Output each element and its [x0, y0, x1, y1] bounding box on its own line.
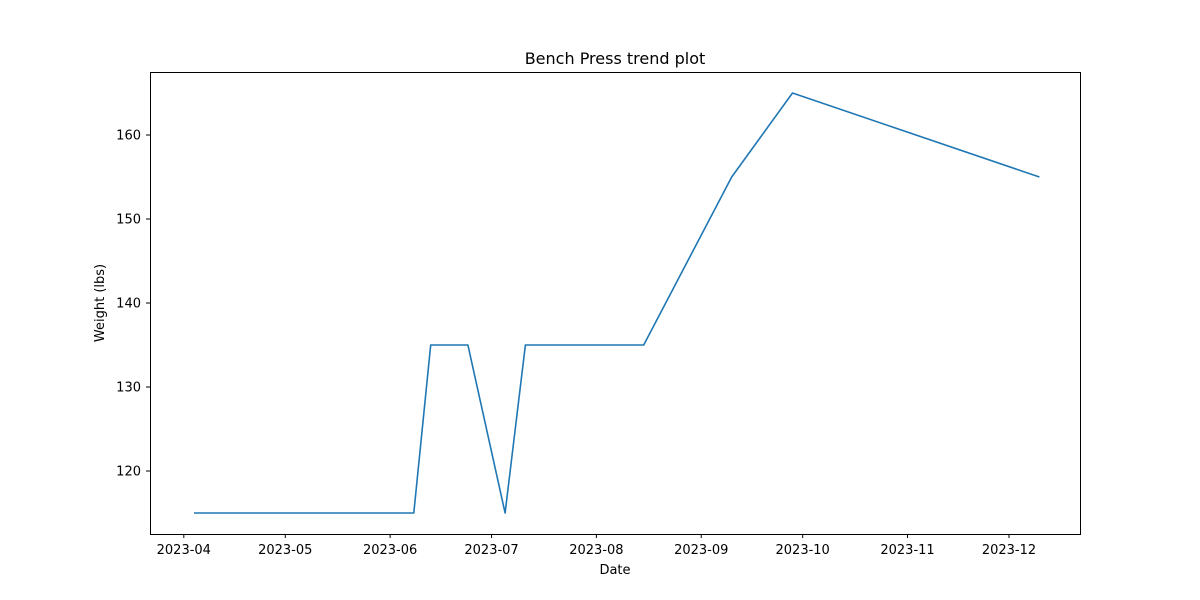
y-axis-ticks: 120 130 140 150 160	[116, 129, 150, 480]
plot-area-frame	[150, 72, 1081, 535]
x-tick-label: 2023-05	[258, 543, 312, 558]
x-tick-label: 2023-09	[674, 543, 728, 558]
x-axis-label: Date	[599, 563, 630, 578]
chart-title: Bench Press trend plot	[525, 49, 706, 68]
y-axis-label: Weight (lbs)	[93, 264, 108, 342]
y-tick-label: 130	[116, 381, 141, 396]
y-tick-label: 120	[116, 465, 141, 480]
x-tick-label: 2023-04	[157, 543, 211, 558]
x-tick-label: 2023-10	[776, 543, 830, 558]
y-tick-label: 160	[116, 129, 141, 144]
x-axis-ticks: 2023-04 2023-05 2023-06 2023-07 2023-08 2023-…	[157, 534, 1036, 558]
series-line-0	[194, 92, 1040, 514]
x-tick-label: 2023-08	[569, 543, 623, 558]
x-tick-label: 2023-07	[464, 543, 518, 558]
x-tick-label: 2023-06	[363, 543, 417, 558]
y-tick-label: 150	[116, 213, 141, 228]
y-tick-label: 140	[116, 297, 141, 312]
x-tick-label: 2023-11	[880, 543, 934, 558]
series-group	[194, 92, 1040, 514]
x-tick-label: 2023-12	[982, 543, 1036, 558]
